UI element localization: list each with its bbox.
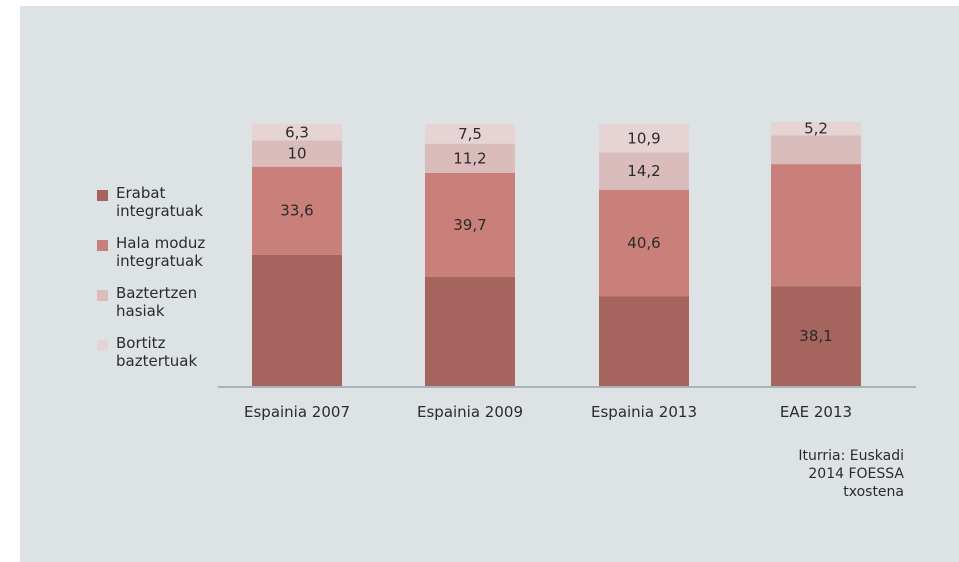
data-label: 11,2	[453, 149, 486, 167]
legend-item-baztertzen-hasiak: Baztertzen hasiak	[97, 284, 257, 320]
bar-segment	[599, 189, 689, 297]
legend-item-hala-moduz-integratuak: Hala moduz integratuak	[97, 234, 257, 270]
source-note: Iturria: Euskadi 2014 FOESSA txostena	[798, 448, 904, 500]
legend-swatch	[97, 190, 108, 201]
data-label: 10,9	[627, 129, 660, 147]
data-label: 5,2	[804, 119, 828, 137]
data-label: 39,7	[453, 216, 486, 234]
data-label: 14,2	[627, 162, 660, 180]
bar-segment	[425, 143, 515, 173]
legend-label: Erabat integratuak	[116, 184, 203, 220]
bar-segment	[252, 166, 342, 255]
bar-segment	[425, 172, 515, 278]
bar-segment	[425, 277, 515, 386]
bar-segment	[599, 152, 689, 190]
x-tick-label: Espainia 2013	[591, 403, 697, 421]
bar-segment	[252, 140, 342, 167]
legend-swatch	[97, 340, 108, 351]
bar-segment	[599, 296, 689, 386]
chart-panel: 33,6 10 6,3 Espainia 2007 39,7 11,2 7,5 Espaini…	[20, 6, 959, 562]
data-label: 6,3	[285, 123, 309, 141]
legend-label: Baztertzen hasiak	[116, 284, 198, 320]
bar-segment	[771, 286, 861, 386]
legend-swatch	[97, 240, 108, 251]
stacked-bar-chart: 33,6 10 6,3 Espainia 2007 39,7 11,2 7,5 Espaini…	[218, 119, 916, 421]
legend-label: Hala moduz integratuak	[116, 234, 206, 270]
x-tick-label: Espainia 2009	[417, 403, 523, 421]
x-tick-label: Espainia 2007	[244, 403, 350, 421]
bar-segment	[425, 124, 515, 144]
bar-segment	[599, 124, 689, 153]
legend: Erabat integratuak Hala moduz integratua…	[97, 184, 257, 384]
bar-segment	[771, 121, 861, 136]
data-label: 10	[287, 145, 306, 163]
legend-swatch	[97, 290, 108, 301]
legend-item-erabat-integratuak: Erabat integratuak	[97, 184, 257, 220]
legend-label: Bortitz baztertuak	[116, 334, 198, 370]
data-label: 38,1	[799, 327, 832, 345]
bar-segment	[252, 124, 342, 141]
data-label: 40,6	[627, 234, 660, 252]
bar-segment	[252, 254, 342, 386]
data-label: 33,6	[280, 202, 313, 220]
bar-segment	[771, 164, 861, 287]
legend-item-bortitz-baztertuak: Bortitz baztertuak	[97, 334, 257, 370]
data-label: 7,5	[458, 125, 482, 143]
bar-segment	[771, 135, 861, 165]
x-tick-label: EAE 2013	[780, 403, 852, 421]
